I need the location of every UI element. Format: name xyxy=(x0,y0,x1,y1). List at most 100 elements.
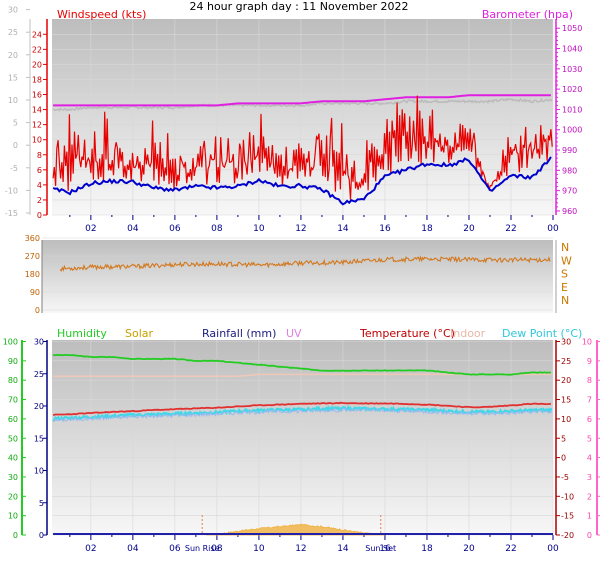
humidity-tick-label: 10 xyxy=(8,512,18,521)
wind-tick-label: 2 xyxy=(37,196,42,205)
rain-tick-label: 15 xyxy=(34,434,44,443)
sunset-label: Sun Set xyxy=(365,544,396,553)
outer-tick-label: 5 xyxy=(13,119,18,128)
x-tick-label: 00 xyxy=(547,544,559,554)
average-wind-line xyxy=(52,156,552,206)
outer-tick-label: 30 xyxy=(8,6,18,15)
uv-tick-label: 5 xyxy=(587,434,592,443)
temp-tick-label: -5 xyxy=(561,473,569,482)
uv-tick-label: 4 xyxy=(587,454,592,463)
wind-tick-label: 22 xyxy=(32,45,42,54)
humidity-tick-label: 50 xyxy=(8,434,18,443)
wind-tick-label: 8 xyxy=(37,151,42,160)
temperature-axis: -20 -15 -10 -5 0 5 10 15 20 25 30 xyxy=(555,338,574,540)
temp-tick-label: -15 xyxy=(561,512,574,521)
uv-tick-label: 7 xyxy=(587,396,592,405)
baro-previous-line xyxy=(52,97,553,112)
rain-tick-label: 30 xyxy=(34,338,44,347)
outer-tick-label: 0 xyxy=(13,141,18,150)
humidity-tick-label: 40 xyxy=(8,454,18,463)
wind-grid xyxy=(52,19,554,216)
wind-outer-axis: -15 -10 -5 0 5 10 15 20 25 30 xyxy=(5,6,31,218)
outer-tick-label: 15 xyxy=(8,73,18,82)
x-tick-label: 12 xyxy=(295,544,306,554)
outer-tick-label: 20 xyxy=(8,51,18,60)
x-tick-label: 04 xyxy=(127,224,139,234)
compass-label: N xyxy=(561,241,569,254)
temp-plot-area xyxy=(52,340,553,535)
baro-tick-label: 1000 xyxy=(562,126,582,135)
page-title: 24 hour graph day : 11 November 2022 xyxy=(189,0,408,13)
x-tick-label: 06 xyxy=(169,544,181,554)
wind-tick-label: 24 xyxy=(32,30,42,39)
rain-tick-label: 20 xyxy=(34,402,44,411)
outer-tick-label: 25 xyxy=(8,28,18,37)
humidity-tick-label: 80 xyxy=(8,376,18,385)
rain-tick-label: 25 xyxy=(34,370,44,379)
uv-tick-label: 8 xyxy=(587,376,592,385)
direction-axis: 0 90 180 270 360 xyxy=(25,234,43,315)
temp-tick-label: 10 xyxy=(561,415,571,424)
temp-tick-label: 25 xyxy=(561,357,571,366)
wind-plot-area xyxy=(52,19,553,215)
x-tick-label: 14 xyxy=(337,544,349,554)
humidity-axis: 0 10 20 30 40 50 60 70 80 90 100 xyxy=(3,338,26,540)
outer-tick-label: -5 xyxy=(10,164,18,173)
x-tick-label: 10 xyxy=(253,224,265,234)
baro-tick-label: 960 xyxy=(562,207,577,216)
temp-series xyxy=(52,353,553,536)
direction-tick-label: 90 xyxy=(30,288,40,297)
uv-tick-label: 2 xyxy=(587,492,592,501)
solar-area xyxy=(206,523,386,536)
rain-tick-label: 5 xyxy=(39,499,44,508)
baro-tick-label: 990 xyxy=(562,146,577,155)
x-tick-label: 08 xyxy=(211,224,223,234)
humidity-tick-label: 70 xyxy=(8,396,18,405)
compass-label: S xyxy=(561,268,568,281)
temp-tick-label: -20 xyxy=(561,531,574,540)
rain-axis: 0 5 10 15 20 25 30 xyxy=(34,338,48,540)
uv-tick-label: 3 xyxy=(587,473,592,482)
temperature-line xyxy=(52,401,551,417)
baro-tick-label: 1010 xyxy=(562,105,582,114)
direction-tick-label: 0 xyxy=(35,306,40,315)
temp-x-axis: 02 04 06 08 10 12 14 16 18 20 22 00 Sun Rise Sun Set xyxy=(69,535,559,554)
legend-rainfall: Rainfall (mm) xyxy=(202,327,276,340)
wind-tick-label: 4 xyxy=(37,181,42,190)
x-tick-label: 08 xyxy=(211,544,223,554)
legend-indoor: Indoor xyxy=(450,327,486,340)
x-tick-label: 18 xyxy=(421,544,433,554)
legend-barometer: Barometer (hpa) xyxy=(482,8,573,21)
humidity-tick-label: 20 xyxy=(8,492,18,501)
legend-windspeed: Windspeed (kts) xyxy=(57,8,146,21)
wind-x-axis: 02 04 06 08 10 12 14 16 18 20 22 00 xyxy=(69,215,559,234)
wind-tick-label: 10 xyxy=(32,136,42,145)
x-tick-label: 10 xyxy=(253,544,265,554)
compass-label: E xyxy=(561,281,568,294)
temp-tick-label: -10 xyxy=(561,492,574,501)
x-tick-label: 12 xyxy=(295,224,306,234)
x-tick-label: 02 xyxy=(85,224,96,234)
outer-tick-label: -15 xyxy=(5,209,18,218)
wind-tick-label: 6 xyxy=(37,166,42,175)
legend-solar: Solar xyxy=(125,327,154,340)
baro-tick-label: 980 xyxy=(562,166,577,175)
humidity-tick-label: 60 xyxy=(8,415,18,424)
wind-tick-label: 0 xyxy=(37,211,42,220)
outer-tick-label: 10 xyxy=(8,96,18,105)
x-tick-label: 20 xyxy=(463,544,475,554)
direction-series xyxy=(59,255,551,272)
direction-line xyxy=(59,255,551,272)
uv-tick-label: 6 xyxy=(587,415,592,424)
dewpoint-trace xyxy=(52,407,553,423)
rain-tick-label: 0 xyxy=(39,531,44,540)
x-tick-label: 16 xyxy=(379,544,391,554)
wind-tick-label: 20 xyxy=(32,60,42,69)
direction-plot-area xyxy=(42,240,553,313)
x-tick-label: 04 xyxy=(127,544,139,554)
direction-grid xyxy=(42,237,553,311)
uv-axis: 0 1 2 3 4 5 6 7 8 9 10 xyxy=(582,338,600,540)
